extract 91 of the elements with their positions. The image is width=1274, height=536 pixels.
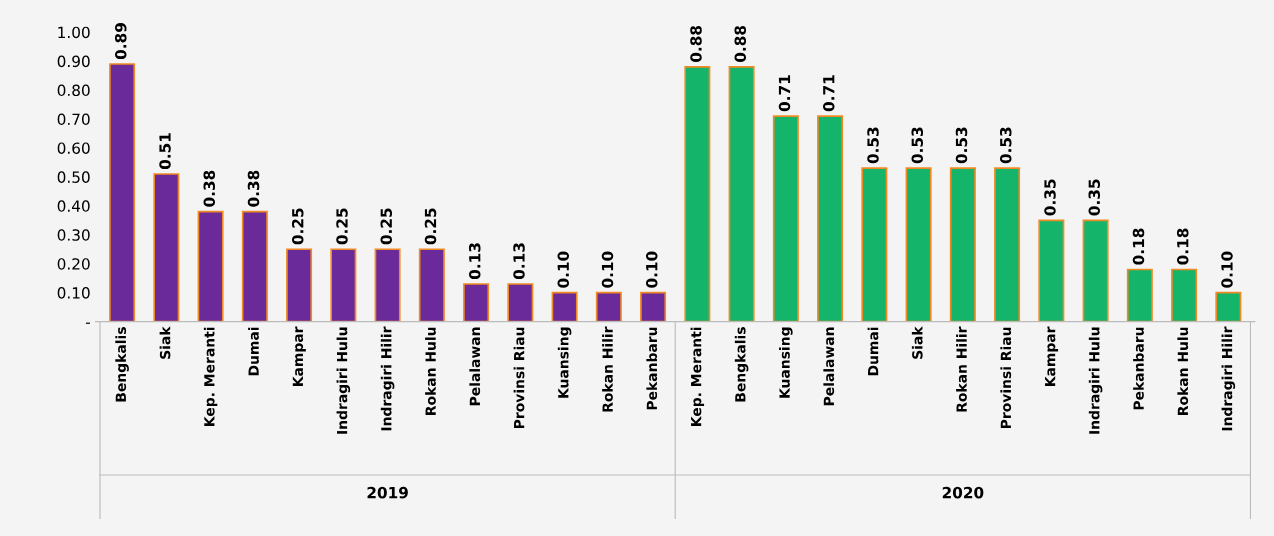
bar xyxy=(551,291,578,322)
data-label: 0.88 xyxy=(734,25,747,62)
bar xyxy=(418,248,445,322)
data-label: 0.88 xyxy=(690,25,702,62)
bar xyxy=(507,283,534,322)
data-label: 0.53 xyxy=(867,127,879,164)
x-tick-label: Indragiri Hulu xyxy=(1088,327,1103,434)
bar xyxy=(1038,219,1065,322)
bar xyxy=(640,291,667,322)
data-label: 0.35 xyxy=(1044,179,1056,216)
x-tick-label: Pekanbaru xyxy=(1133,327,1144,410)
x-tick-label: Rokan Hulu xyxy=(1177,327,1189,415)
bar xyxy=(595,291,622,322)
bar xyxy=(1126,268,1153,322)
data-label: 0.10 xyxy=(645,251,658,288)
data-label: 0.53 xyxy=(999,127,1012,164)
y-tick-label: 0.30 xyxy=(57,229,90,241)
bar xyxy=(817,115,844,322)
data-label: 0.25 xyxy=(291,208,304,245)
y-tick-label: 0.50 xyxy=(57,171,90,183)
x-tick-label: Rokan Hulu xyxy=(425,327,436,415)
bar xyxy=(861,167,888,322)
x-tick-label: Rokan Hilir xyxy=(602,326,613,412)
x-tick-label: Dumai xyxy=(867,327,879,376)
bar xyxy=(241,210,268,322)
bar xyxy=(772,115,799,322)
x-tick-label: Rokan Hilir xyxy=(956,326,967,412)
bar xyxy=(197,210,224,322)
y-tick-label: 0.20 xyxy=(57,258,90,270)
data-label: 0.51 xyxy=(159,133,171,170)
x-tick-label: Indragiri Hilir xyxy=(1221,326,1236,431)
x-tick-label: Indragiri Hilir xyxy=(380,326,395,431)
data-label: 0.10 xyxy=(557,251,570,288)
y-tick-label: 1.00 xyxy=(58,26,90,39)
x-tick-label: Pekanbaru xyxy=(646,327,658,410)
x-tick-label: Kampar xyxy=(292,326,306,386)
bar xyxy=(374,248,401,322)
data-label: 0.10 xyxy=(1221,251,1233,288)
bar xyxy=(949,167,976,322)
bar xyxy=(153,173,180,322)
data-label: 0.89 xyxy=(114,23,127,60)
bar xyxy=(109,63,136,322)
data-label: 0.38 xyxy=(203,170,216,207)
bar xyxy=(1082,219,1109,322)
x-tick-label: Bengkalis xyxy=(115,327,129,402)
data-label: 0.53 xyxy=(911,127,924,164)
y-tick-label: 0.90 xyxy=(57,55,90,68)
bar xyxy=(1215,291,1242,322)
data-label: 0.38 xyxy=(247,170,260,207)
data-label: 0.13 xyxy=(468,243,481,280)
bar xyxy=(684,66,711,322)
x-tick-label: Kampar xyxy=(1045,326,1059,386)
x-tick-label: Dumai xyxy=(248,327,259,376)
data-label: 0.18 xyxy=(1132,228,1145,265)
y-tick-label: 0.60 xyxy=(57,142,90,154)
x-tick-label: Bengkalis xyxy=(734,327,749,402)
data-label: 0.10 xyxy=(601,251,614,288)
data-label: 0.71 xyxy=(778,75,791,112)
data-label: 0.18 xyxy=(1176,228,1189,265)
x-tick-label: Indragiri Hulu xyxy=(336,327,351,434)
data-label: 0.25 xyxy=(380,208,393,245)
text: 2020 xyxy=(942,486,984,499)
x-tick-label: Kep. Meranti xyxy=(203,327,218,426)
x-tick-label: Kuansing xyxy=(557,327,572,398)
data-label: 0.35 xyxy=(1088,179,1101,216)
bar xyxy=(330,248,357,322)
y-tick-label: - xyxy=(85,322,90,324)
y-tick-label: 0.10 xyxy=(57,287,90,299)
data-label: 0.25 xyxy=(336,208,348,245)
bar xyxy=(463,283,490,322)
data-label: 0.53 xyxy=(955,127,968,164)
bar xyxy=(994,167,1021,322)
x-tick-label: Siak xyxy=(159,326,171,359)
x-tick-label: Kep. Meranti xyxy=(690,327,705,426)
x-tick-label: Pelalawan xyxy=(469,327,481,406)
data-label: 0.13 xyxy=(513,243,525,280)
bar xyxy=(1171,268,1198,322)
y-tick-label: 0.70 xyxy=(57,113,90,126)
data-label: 0.71 xyxy=(822,75,835,112)
x-tick-label: Pelalawan xyxy=(823,327,835,406)
bar xyxy=(286,248,313,322)
x-tick-label: Siak xyxy=(911,326,923,359)
bar xyxy=(728,66,755,322)
x-tick-label: Provinsi Riau xyxy=(513,327,525,429)
text: 2019 xyxy=(367,486,408,499)
x-tick-label: Kuansing xyxy=(779,327,793,398)
data-label: 0.25 xyxy=(424,208,437,245)
y-tick-label: 0.40 xyxy=(57,200,90,212)
x-tick-label: Provinsi Riau xyxy=(1000,327,1012,429)
bar xyxy=(905,167,932,322)
y-tick-label: 0.80 xyxy=(57,84,90,97)
